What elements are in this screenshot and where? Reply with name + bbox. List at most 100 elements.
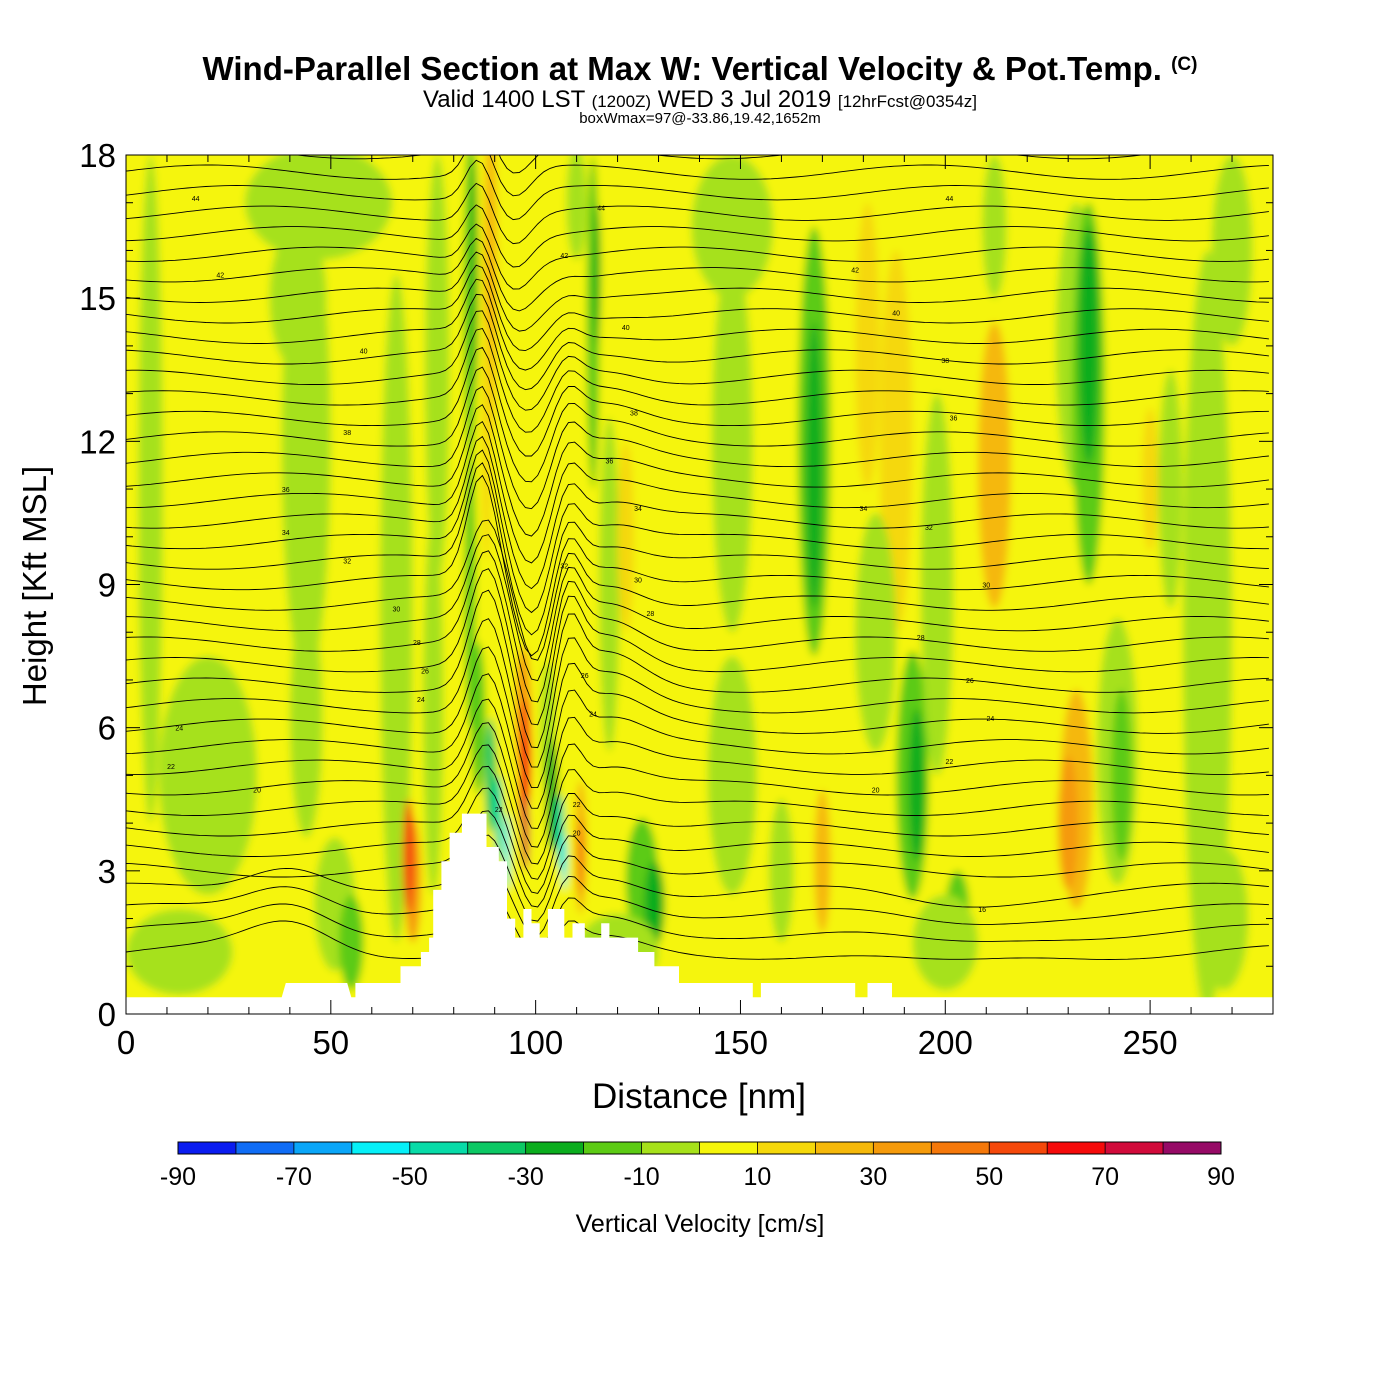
theta-contour-line xyxy=(126,534,1269,682)
velocity-cell xyxy=(481,322,492,561)
velocity-cell xyxy=(1141,407,1159,552)
contour-label-text: 40 xyxy=(622,325,630,332)
contour-label: 24 xyxy=(589,711,597,718)
contour-label-text: 24 xyxy=(986,716,994,723)
contour-label-text: 24 xyxy=(417,697,425,704)
contour-label: 24 xyxy=(417,697,425,704)
contour-label-text: 30 xyxy=(982,583,990,590)
y-tick-label: 9 xyxy=(98,567,116,604)
velocity-cell xyxy=(599,417,620,752)
contour-label: 32 xyxy=(925,525,933,532)
contour-label: 22 xyxy=(167,764,175,771)
contour-label-text: 34 xyxy=(634,506,642,513)
velocity-cell xyxy=(691,155,774,299)
contour-label: 40 xyxy=(892,310,900,317)
theta-contour-line xyxy=(126,744,1269,865)
colorbar-segment xyxy=(293,1142,353,1154)
theta-contour-line xyxy=(126,327,1269,433)
velocity-cell xyxy=(289,598,323,838)
contour-label-text: 32 xyxy=(925,525,933,532)
theta-contour-line xyxy=(126,618,1269,768)
colorbar-segment xyxy=(525,1142,585,1154)
contour-label-text: 38 xyxy=(630,411,638,418)
theta-contour-line xyxy=(126,237,1269,312)
contour-label: 44 xyxy=(192,196,200,203)
velocity-cell xyxy=(470,641,486,795)
subtitle-date: WED 3 Jul 2019 xyxy=(657,86,832,113)
velocity-cell xyxy=(1057,756,1079,890)
contour-label-text: 24 xyxy=(175,726,183,733)
contour-label-text: 26 xyxy=(421,668,429,675)
velocity-cell xyxy=(814,789,831,933)
velocity-cell xyxy=(339,894,364,991)
colorbar-segment xyxy=(757,1142,816,1154)
colorbar-segment xyxy=(641,1142,700,1154)
contour-label-text: 34 xyxy=(282,530,290,537)
contour-label-text: 42 xyxy=(560,253,568,260)
velocity-cell xyxy=(425,155,450,585)
velocity-cell xyxy=(978,322,1011,609)
theta-contour-line xyxy=(126,673,1269,809)
contour-label: 22 xyxy=(495,807,503,814)
colorbar-segment xyxy=(873,1142,932,1154)
chart-title-text: Wind-Parallel Section at Max W: Vertical… xyxy=(202,50,1162,87)
velocity-cell xyxy=(644,861,665,948)
contour-label: 34 xyxy=(634,506,642,513)
contour-labels: 44 42 40 38 36 34 32 30 28 26 24 24 22 20 44 42 40 38 36 34… xyxy=(167,196,994,914)
velocity-cell xyxy=(617,441,634,633)
contour-label: 28 xyxy=(646,611,654,618)
contour-label: 38 xyxy=(941,358,949,365)
contour-label: 34 xyxy=(859,506,867,513)
theta-contour-line xyxy=(126,223,1269,290)
velocity-cell xyxy=(920,393,954,776)
contour-label: 16 xyxy=(978,907,986,914)
theta-contour-line xyxy=(126,810,1269,908)
velocity-cell xyxy=(422,512,444,895)
velocity-cell xyxy=(1078,226,1099,466)
velocity-cell xyxy=(1111,689,1132,862)
y-axis-label: Height [Kft MSL] xyxy=(16,466,53,706)
colorbar-segment xyxy=(699,1142,758,1154)
copyright-mark: (C) xyxy=(1171,54,1198,75)
velocity-shading xyxy=(126,155,1273,1014)
x-tick-label: 0 xyxy=(117,1024,135,1061)
velocity-cell xyxy=(138,155,163,824)
contour-label: 30 xyxy=(982,583,990,590)
contour-label: 24 xyxy=(175,726,183,733)
y-tick-label: 15 xyxy=(79,280,116,317)
velocity-cell xyxy=(484,718,497,833)
theta-contour-line xyxy=(126,787,1269,894)
velocity-cell xyxy=(1211,155,1253,346)
colorbar-segment xyxy=(178,1142,237,1154)
contour-label-text: 16 xyxy=(978,907,986,914)
theta-contour-line xyxy=(126,449,1269,614)
contour-label: 26 xyxy=(581,673,589,680)
velocity-cell xyxy=(379,274,413,943)
contour-label: 40 xyxy=(622,325,630,332)
contour-label-text: 32 xyxy=(343,559,351,566)
theta-contour-line xyxy=(126,159,1269,221)
contour-label: 34 xyxy=(282,530,290,537)
velocity-cell xyxy=(806,322,823,609)
colorbar-tick-label: -30 xyxy=(508,1163,544,1191)
contour-label-text: 26 xyxy=(581,673,589,680)
contour-label: 32 xyxy=(560,563,568,570)
colorbar-segment xyxy=(583,1142,643,1154)
x-tick-label: 150 xyxy=(713,1024,768,1061)
contour-label: 20 xyxy=(872,788,880,795)
contour-label: 26 xyxy=(966,678,974,685)
theta-contour-line xyxy=(126,568,1269,726)
contour-label-text: 22 xyxy=(945,759,953,766)
contour-label: 36 xyxy=(950,415,958,422)
theta-contour-line xyxy=(126,346,1269,457)
theta-contour-line xyxy=(126,474,1269,657)
theta-contour-line xyxy=(126,462,1269,636)
colorbar-segment xyxy=(1105,1142,1164,1154)
theta-contour-line xyxy=(126,435,1269,590)
contour-label-text: 32 xyxy=(560,563,568,570)
theta-contour-line xyxy=(126,646,1269,789)
velocity-cell xyxy=(269,226,327,370)
vertical-velocity-field xyxy=(126,155,1273,1014)
contour-label: 28 xyxy=(413,640,421,647)
velocity-cell xyxy=(707,656,757,895)
